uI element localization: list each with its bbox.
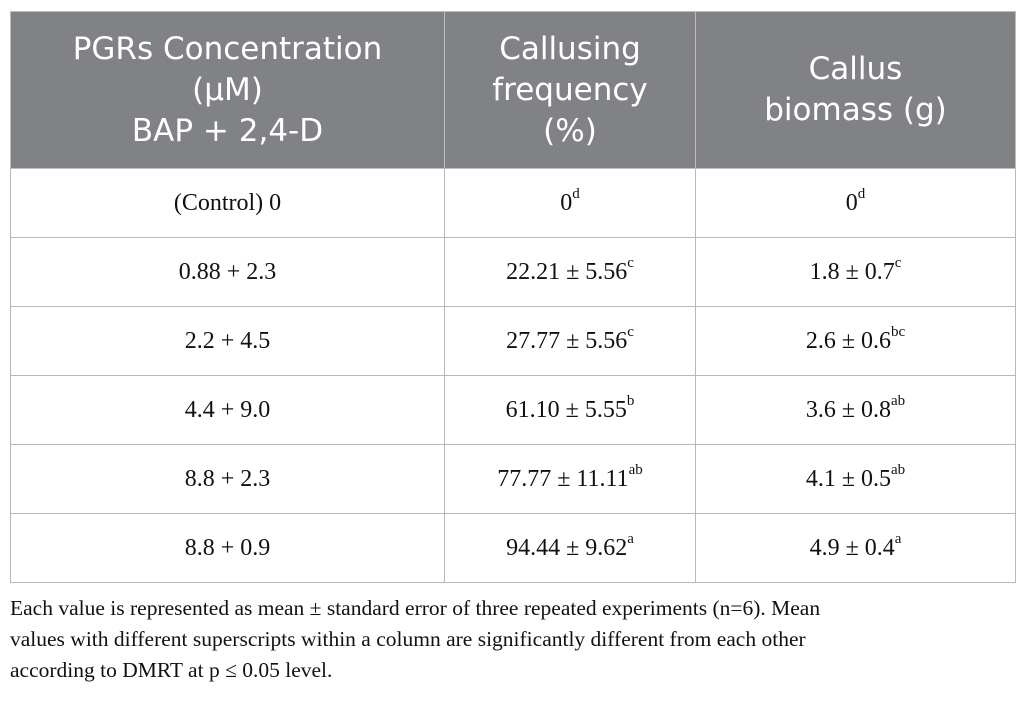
table-row: 4.4 + 9.0 61.10 ± 5.55b 3.6 ± 0.8ab	[10, 375, 1016, 445]
biomass-value: 4.1 ± 0.5	[805, 465, 891, 492]
cell-concentration: 4.4 + 9.0	[10, 375, 445, 445]
significance-letter: ab	[628, 461, 643, 478]
footnote-line: values with different superscripts withi…	[10, 627, 806, 651]
cell-biomass: 1.8 ± 0.7c	[695, 237, 1016, 307]
cell-concentration: 8.8 + 0.9	[10, 513, 445, 583]
frequency-value: 0	[560, 189, 573, 216]
biomass-value: 1.8 ± 0.7	[809, 258, 895, 285]
table-header-row: PGRs Concentration (μM) BAP + 2,4-D Call…	[10, 11, 1016, 169]
cell-biomass: 4.9 ± 0.4a	[695, 513, 1016, 583]
footnote-line: Each value is represented as mean ± stan…	[10, 596, 821, 620]
header-line: frequency	[492, 71, 648, 108]
cell-concentration: 2.2 + 4.5	[10, 306, 445, 376]
results-table-container: PGRs Concentration (μM) BAP + 2,4-D Call…	[10, 11, 1016, 583]
cell-biomass: 0d	[695, 168, 1016, 238]
header-line: biomass (g)	[764, 92, 947, 128]
significance-letter: c	[627, 254, 634, 271]
significance-letter: bc	[891, 323, 906, 340]
significance-letter: b	[626, 392, 635, 409]
biomass-value: 4.9 ± 0.4	[809, 534, 895, 561]
significance-letter: ab	[891, 392, 906, 409]
cell-frequency: 27.77 ± 5.56c	[444, 306, 696, 376]
table-footnote: Each value is represented as mean ± stan…	[10, 593, 1018, 686]
frequency-value: 94.44 ± 9.62	[506, 534, 628, 561]
cell-biomass: 4.1 ± 0.5ab	[695, 444, 1016, 514]
header-line: (μM)	[192, 71, 263, 108]
cell-concentration: (Control) 0	[10, 168, 445, 238]
cell-frequency: 22.21 ± 5.56c	[444, 237, 696, 307]
cell-concentration: 0.88 + 2.3	[10, 237, 445, 307]
biomass-value: 0	[845, 189, 858, 216]
header-line: BAP + 2,4-D	[131, 112, 324, 149]
significance-letter: d	[857, 185, 866, 202]
header-callus-biomass: Callus biomass (g)	[695, 11, 1016, 169]
biomass-value: 3.6 ± 0.8	[805, 396, 891, 423]
header-pgrs-concentration: PGRs Concentration (μM) BAP + 2,4-D	[10, 11, 445, 169]
biomass-value: 2.6 ± 0.6	[805, 327, 891, 354]
frequency-value: 77.77 ± 11.11	[497, 465, 629, 492]
cell-frequency: 0d	[444, 168, 696, 238]
header-line: Callusing	[499, 30, 641, 67]
significance-letter: ab	[891, 461, 906, 478]
frequency-value: 27.77 ± 5.56	[506, 327, 628, 354]
significance-letter: d	[572, 185, 580, 202]
header-line: Callus	[808, 51, 903, 87]
significance-letter: a	[894, 530, 902, 547]
results-table: PGRs Concentration (μM) BAP + 2,4-D Call…	[10, 11, 1016, 583]
cell-concentration: 8.8 + 2.3	[10, 444, 445, 514]
table-row: (Control) 0 0d 0d	[10, 168, 1016, 238]
cell-biomass: 3.6 ± 0.8ab	[695, 375, 1016, 445]
significance-letter: a	[627, 530, 634, 547]
table-row: 2.2 + 4.5 27.77 ± 5.56c 2.6 ± 0.6bc	[10, 306, 1016, 376]
header-line: (%)	[543, 112, 597, 149]
frequency-value: 61.10 ± 5.55	[505, 396, 627, 423]
footnote-line: according to DMRT at p ≤ 0.05 level.	[10, 658, 333, 682]
header-line: PGRs Concentration	[72, 30, 383, 67]
significance-letter: c	[894, 254, 902, 271]
cell-biomass: 2.6 ± 0.6bc	[695, 306, 1016, 376]
header-callusing-frequency: Callusing frequency (%)	[444, 11, 696, 169]
cell-frequency: 94.44 ± 9.62a	[444, 513, 696, 583]
significance-letter: c	[627, 323, 634, 340]
cell-frequency: 61.10 ± 5.55b	[444, 375, 696, 445]
table-row: 8.8 + 0.9 94.44 ± 9.62a 4.9 ± 0.4a	[10, 513, 1016, 583]
table-row: 8.8 + 2.3 77.77 ± 11.11ab 4.1 ± 0.5ab	[10, 444, 1016, 514]
frequency-value: 22.21 ± 5.56	[506, 258, 628, 285]
table-row: 0.88 + 2.3 22.21 ± 5.56c 1.8 ± 0.7c	[10, 237, 1016, 307]
cell-frequency: 77.77 ± 11.11ab	[444, 444, 696, 514]
